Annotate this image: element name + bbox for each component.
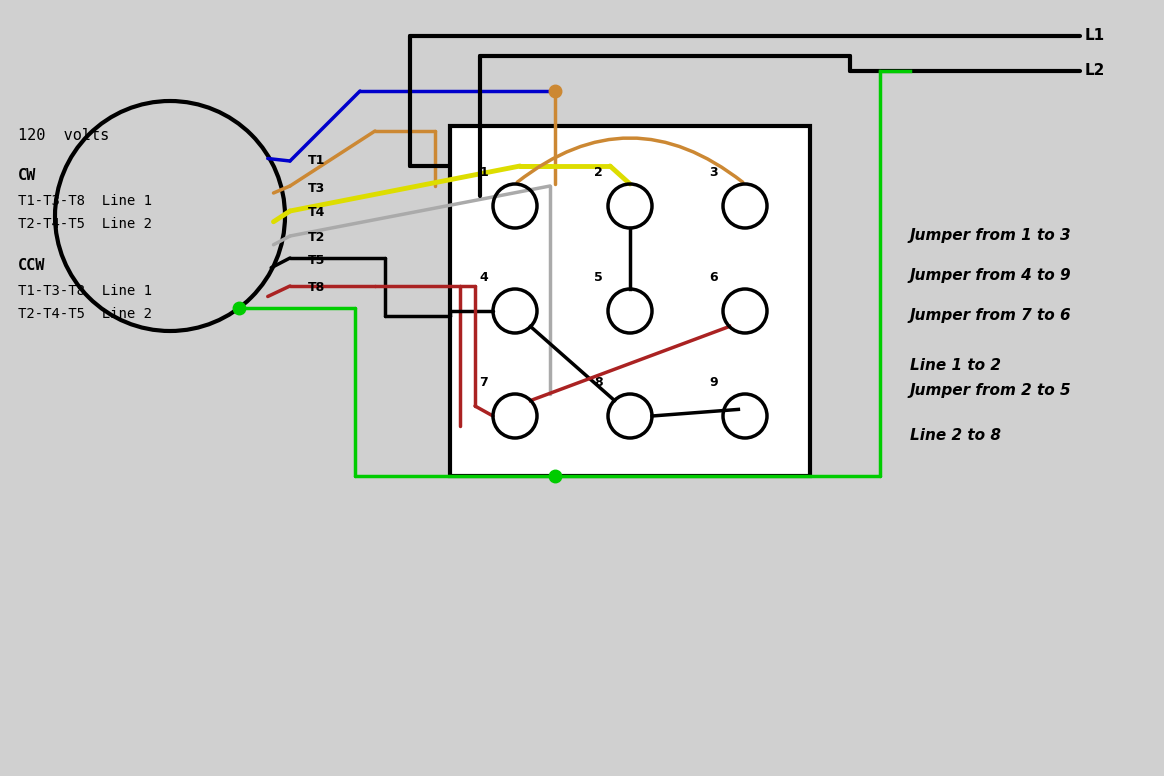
Text: T2-T4-T5  Line 2: T2-T4-T5 Line 2 <box>17 307 152 321</box>
Text: Jumper from 7 to 6: Jumper from 7 to 6 <box>910 309 1072 324</box>
Text: 2: 2 <box>595 166 603 179</box>
Text: T5: T5 <box>308 255 326 268</box>
Text: T8: T8 <box>308 282 325 295</box>
Text: 9: 9 <box>709 376 718 389</box>
Text: 5: 5 <box>595 271 603 284</box>
Text: 8: 8 <box>595 376 603 389</box>
Text: 6: 6 <box>709 271 718 284</box>
Text: T2-T4-T5  Line 2: T2-T4-T5 Line 2 <box>17 217 152 231</box>
Text: Jumper from 4 to 9: Jumper from 4 to 9 <box>910 268 1072 283</box>
Text: 7: 7 <box>480 376 488 389</box>
Text: L1: L1 <box>1085 29 1105 43</box>
Text: Jumper from 1 to 3: Jumper from 1 to 3 <box>910 228 1072 244</box>
Text: CW: CW <box>17 168 36 183</box>
Text: L2: L2 <box>1085 64 1106 78</box>
Text: 120  volts: 120 volts <box>17 129 109 144</box>
Text: T1-T3-T8  Line 1: T1-T3-T8 Line 1 <box>17 284 152 298</box>
Text: Jumper from 2 to 5: Jumper from 2 to 5 <box>910 383 1072 399</box>
Bar <box>450 126 810 476</box>
Text: T2: T2 <box>308 231 326 244</box>
Text: T1-T3-T8  Line 1: T1-T3-T8 Line 1 <box>17 194 152 208</box>
Text: Line 1 to 2: Line 1 to 2 <box>910 359 1001 373</box>
Text: 1: 1 <box>480 166 488 179</box>
Text: T1: T1 <box>308 154 326 168</box>
Text: CCW: CCW <box>17 258 45 273</box>
Text: T4: T4 <box>308 206 326 220</box>
Text: Line 2 to 8: Line 2 to 8 <box>910 428 1001 444</box>
Text: 4: 4 <box>480 271 488 284</box>
Text: 3: 3 <box>709 166 718 179</box>
Text: T3: T3 <box>308 182 325 196</box>
